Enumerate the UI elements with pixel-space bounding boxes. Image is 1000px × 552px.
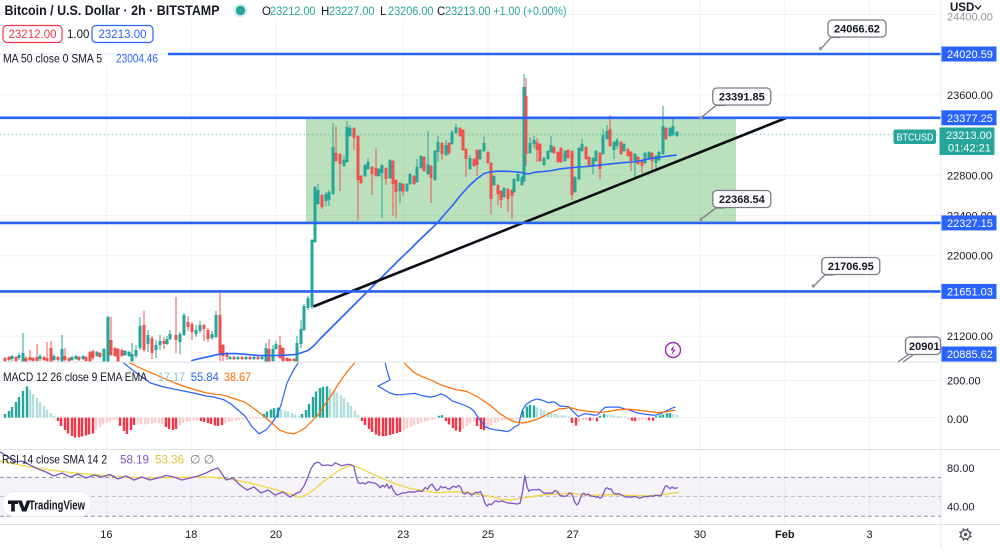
svg-text:27: 27: [567, 529, 579, 541]
svg-text:22368.54: 22368.54: [719, 194, 766, 206]
svg-text:Feb: Feb: [775, 529, 795, 541]
svg-text:38.67: 38.67: [224, 370, 251, 384]
svg-text:O: O: [262, 6, 271, 18]
svg-text:23600.00: 23600.00: [947, 90, 993, 102]
svg-text:3: 3: [867, 529, 873, 541]
svg-text:200.00: 200.00: [947, 376, 981, 388]
svg-text:23377.25: 23377.25: [947, 113, 993, 125]
svg-text:USD: USD: [950, 2, 974, 14]
svg-text:22000.00: 22000.00: [947, 251, 993, 263]
svg-text:RSI 14 close SMA 14 2: RSI 14 close SMA 14 2: [2, 453, 107, 467]
svg-text:23206.00: 23206.00: [388, 6, 434, 18]
svg-text:58.19: 58.19: [120, 453, 149, 467]
svg-text:1.00: 1.00: [67, 29, 89, 41]
svg-text:Bitcoin / U.S. Dollar · 2h · B: Bitcoin / U.S. Dollar · 2h · BITSTAMP: [5, 2, 220, 18]
svg-text:21706.95: 21706.95: [828, 261, 874, 273]
svg-text:0.00: 0.00: [947, 414, 968, 426]
svg-text:23213.00: 23213.00: [445, 6, 491, 18]
svg-text:30: 30: [694, 529, 706, 541]
svg-text:24020.59: 24020.59: [947, 49, 993, 61]
svg-text:+1.00 (+0.00%): +1.00 (+0.00%): [494, 6, 567, 18]
svg-text:55.84: 55.84: [191, 370, 219, 384]
svg-text:20: 20: [270, 529, 282, 541]
svg-text:BTCUSD: BTCUSD: [897, 131, 934, 143]
svg-text:L: L: [380, 6, 387, 18]
svg-text:H: H: [321, 6, 329, 18]
svg-text:22800.00: 22800.00: [947, 170, 993, 182]
svg-text:MA 50 close 0 SMA 5: MA 50 close 0 SMA 5: [3, 54, 102, 66]
svg-text:18: 18: [185, 529, 197, 541]
svg-text:53.36: 53.36: [155, 453, 184, 467]
svg-text:23213.00: 23213.00: [946, 130, 992, 142]
svg-text:20885.62: 20885.62: [947, 349, 993, 361]
svg-text:23213.00: 23213.00: [99, 29, 147, 41]
svg-text:01:42:21: 01:42:21: [948, 143, 991, 155]
svg-text:23391.85: 23391.85: [719, 92, 765, 104]
svg-text:25: 25: [482, 529, 494, 541]
svg-text:23004.46: 23004.46: [116, 54, 158, 66]
svg-text:23227.00: 23227.00: [329, 6, 375, 18]
svg-text:22327.15: 22327.15: [947, 218, 993, 230]
svg-text:23212.00: 23212.00: [270, 6, 316, 18]
svg-text:24400.00: 24400.00: [947, 12, 993, 24]
svg-text:C: C: [437, 6, 445, 18]
svg-text:23: 23: [397, 529, 409, 541]
svg-text:MACD 12 26 close 9 EMA EMA: MACD 12 26 close 9 EMA EMA: [3, 370, 147, 384]
svg-text:80.00: 80.00: [947, 463, 975, 475]
svg-text:21651.03: 21651.03: [947, 286, 993, 298]
svg-text:∅ ∅: ∅ ∅: [190, 453, 214, 467]
svg-text:17.17: 17.17: [158, 370, 185, 384]
svg-text:23212.00: 23212.00: [9, 29, 57, 41]
svg-text:40.00: 40.00: [947, 502, 975, 514]
svg-text:21200.00: 21200.00: [947, 331, 993, 343]
svg-text:24066.62: 24066.62: [834, 24, 880, 36]
svg-text:20901: 20901: [909, 341, 940, 353]
svg-text:TradingView: TradingView: [29, 499, 85, 513]
svg-text:16: 16: [100, 529, 112, 541]
